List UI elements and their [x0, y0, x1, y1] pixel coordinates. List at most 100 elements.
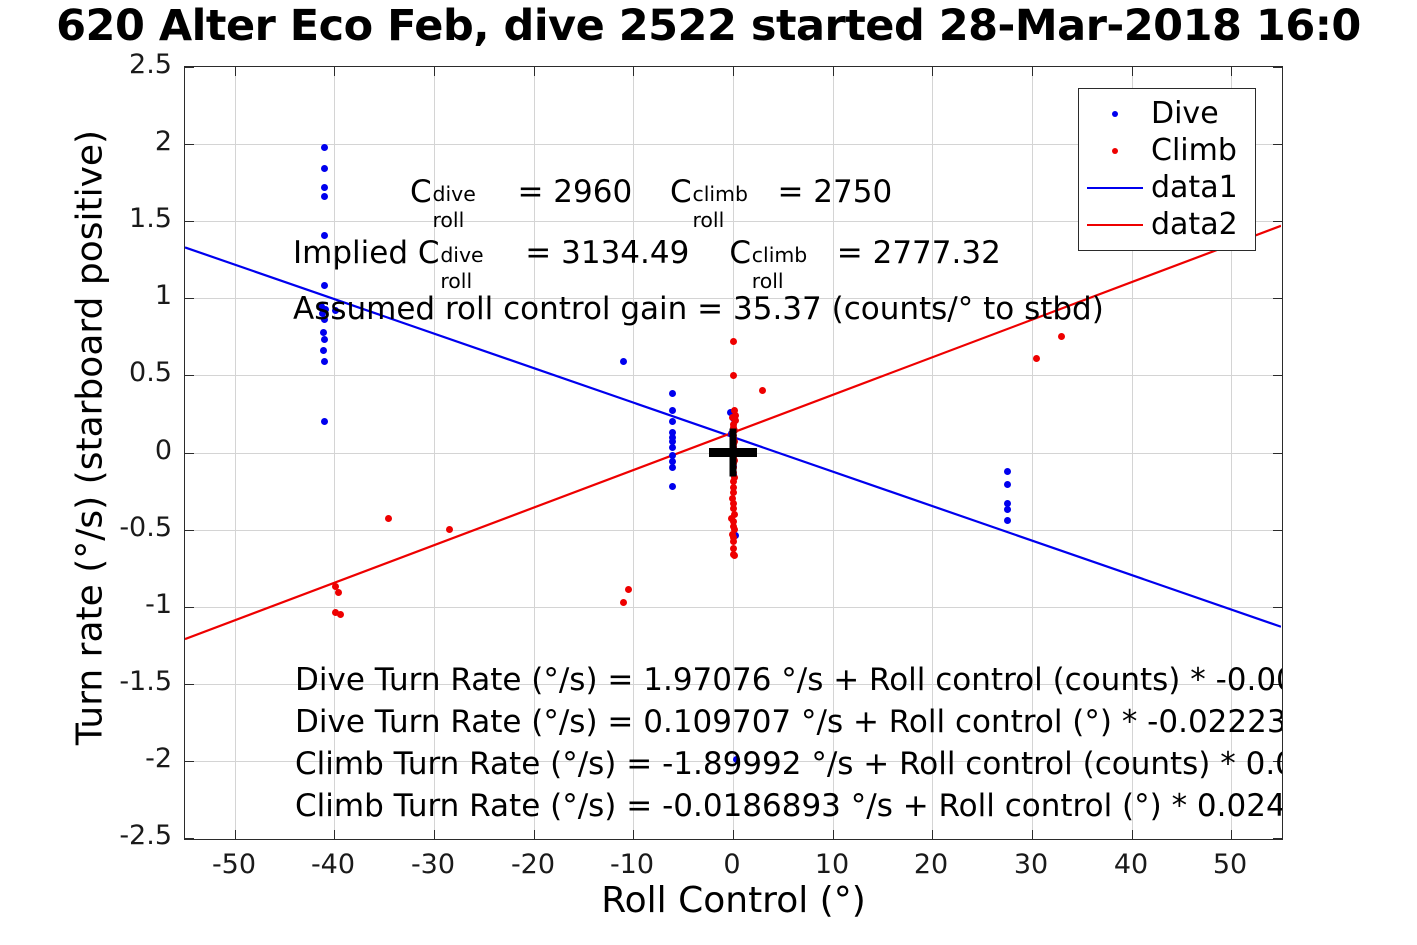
- legend-label: data1: [1151, 170, 1238, 205]
- x-axis-tick: [733, 830, 734, 839]
- regression-equation-line: Dive Turn Rate (°/s) = 1.97076 °/s + Rol…: [295, 662, 1282, 698]
- data-point-climb: [759, 387, 767, 395]
- x-axis-tick: [235, 830, 236, 839]
- legend-line-swatch: [1079, 223, 1151, 226]
- data-point-dive: [320, 282, 328, 290]
- y-axis-tick: [185, 221, 194, 222]
- x-axis-tick: [534, 830, 535, 839]
- data-point-dive: [668, 428, 676, 436]
- data-point-dive: [1004, 481, 1012, 489]
- y-tick-label: 2.5: [129, 49, 172, 80]
- annotation-roll-gain: Assumed roll control gain = 35.37 (count…: [293, 294, 1104, 325]
- x-tick-label: 0: [723, 849, 741, 880]
- data-point-climb: [331, 583, 339, 591]
- page-title: 620 Alter Eco Feb, dive 2522 started 28-…: [56, 1, 1361, 51]
- x-axis-tick: [633, 67, 634, 76]
- data-point-dive: [331, 307, 339, 315]
- data-point-climb: [732, 411, 740, 419]
- data-point-dive: [668, 452, 676, 460]
- data-point-dive: [320, 165, 328, 173]
- data-point-climb: [1033, 354, 1041, 362]
- gridline-horizontal: [185, 607, 1282, 608]
- data-point-dive: [320, 143, 328, 151]
- data-point-climb: [729, 337, 737, 345]
- data-point-dive: [668, 482, 676, 490]
- data-point-climb: [730, 533, 738, 541]
- x-axis-tick: [534, 67, 535, 76]
- legend-marker-swatch: [1079, 110, 1151, 117]
- legend-item-dive[interactable]: Dive: [1079, 95, 1255, 132]
- y-tick-label: -1: [145, 589, 172, 620]
- data-point-climb: [729, 538, 737, 546]
- data-point-climb: [1058, 333, 1066, 341]
- y-tick-label: 2: [154, 126, 172, 157]
- data-point-dive: [726, 408, 734, 416]
- y-axis-tick: [1273, 221, 1282, 222]
- x-axis-tick: [434, 830, 435, 839]
- implied-climb-base: C: [729, 235, 751, 271]
- data-point-dive: [668, 438, 676, 446]
- x-tick-label: 10: [814, 849, 850, 880]
- x-axis-tick: [1132, 830, 1133, 839]
- data-point-dive: [668, 433, 676, 441]
- y-axis-tick: [185, 67, 194, 68]
- y-axis-tick: [1273, 453, 1282, 454]
- roll-gain-text: Assumed roll control gain = 35.37 (count…: [293, 291, 1104, 327]
- legend-line-swatch: [1079, 186, 1151, 189]
- data-point-dive: [668, 418, 676, 426]
- y-tick-label: -2.5: [119, 820, 172, 851]
- implied-climb-superscript: climb: [751, 243, 808, 268]
- y-axis-tick: [185, 838, 194, 839]
- legend-line-icon: [1087, 223, 1143, 226]
- data-point-dive: [319, 347, 327, 355]
- implied-prefix: Implied C: [293, 235, 440, 271]
- legend-item-data1[interactable]: data1: [1079, 169, 1255, 206]
- legend-label: Climb: [1151, 133, 1237, 168]
- data-point-climb: [619, 598, 627, 606]
- y-axis-tick: [1273, 298, 1282, 299]
- c-base: C: [410, 174, 432, 210]
- data-point-dive: [318, 302, 325, 310]
- y-axis-tick: [1273, 530, 1282, 531]
- implied-climb-subscript: roll: [751, 269, 784, 294]
- y-axis-tick: [1273, 375, 1282, 376]
- c-subscript: roll: [432, 208, 465, 233]
- x-axis-tick: [633, 830, 634, 839]
- data-point-dive: [668, 407, 676, 415]
- legend-item-climb[interactable]: Climb: [1079, 132, 1255, 169]
- x-tick-label: 50: [1212, 849, 1248, 880]
- regression-equation-line: Climb Turn Rate (°/s) = -1.89992 °/s + R…: [295, 746, 1282, 782]
- legend-item-data2[interactable]: data2: [1079, 206, 1255, 243]
- data-point-climb: [731, 407, 739, 415]
- x-axis-tick: [1032, 67, 1033, 76]
- regression-equation-line: Climb Turn Rate (°/s) = -0.0186893 °/s +…: [295, 788, 1283, 824]
- data-point-climb: [384, 515, 392, 523]
- data-point-climb: [729, 504, 737, 512]
- y-axis-tick: [185, 375, 194, 376]
- x-tick-label: 30: [1013, 849, 1049, 880]
- y-axis-tick: [1273, 838, 1282, 839]
- x-axis-tick: [235, 67, 236, 76]
- legend[interactable]: Dive Climb data1 data2: [1078, 88, 1256, 251]
- y-axis-tick: [185, 607, 194, 608]
- c-value: = 2750: [767, 174, 893, 210]
- c-superscript: dive: [432, 182, 476, 207]
- legend-line-icon: [1087, 186, 1143, 189]
- c-base: C: [670, 174, 692, 210]
- implied-dive-value: = 3134.49: [515, 235, 690, 271]
- data-point-dive: [668, 444, 676, 452]
- gridline-horizontal: [185, 144, 1282, 145]
- data-point-dive: [1004, 516, 1012, 524]
- implied-climb-value: = 2777.32: [826, 235, 1001, 271]
- data-point-climb: [336, 610, 344, 618]
- x-axis-tick: [833, 830, 834, 839]
- data-point-dive: [319, 328, 327, 336]
- y-tick-label: 0.5: [129, 357, 172, 388]
- regression-equation-line: Dive Turn Rate (°/s) = 0.109707 °/s + Ro…: [295, 704, 1283, 740]
- c-subscript: roll: [692, 208, 725, 233]
- data-point-dive: [668, 464, 676, 472]
- y-axis-tick: [185, 684, 194, 685]
- y-tick-label: 1: [154, 280, 172, 311]
